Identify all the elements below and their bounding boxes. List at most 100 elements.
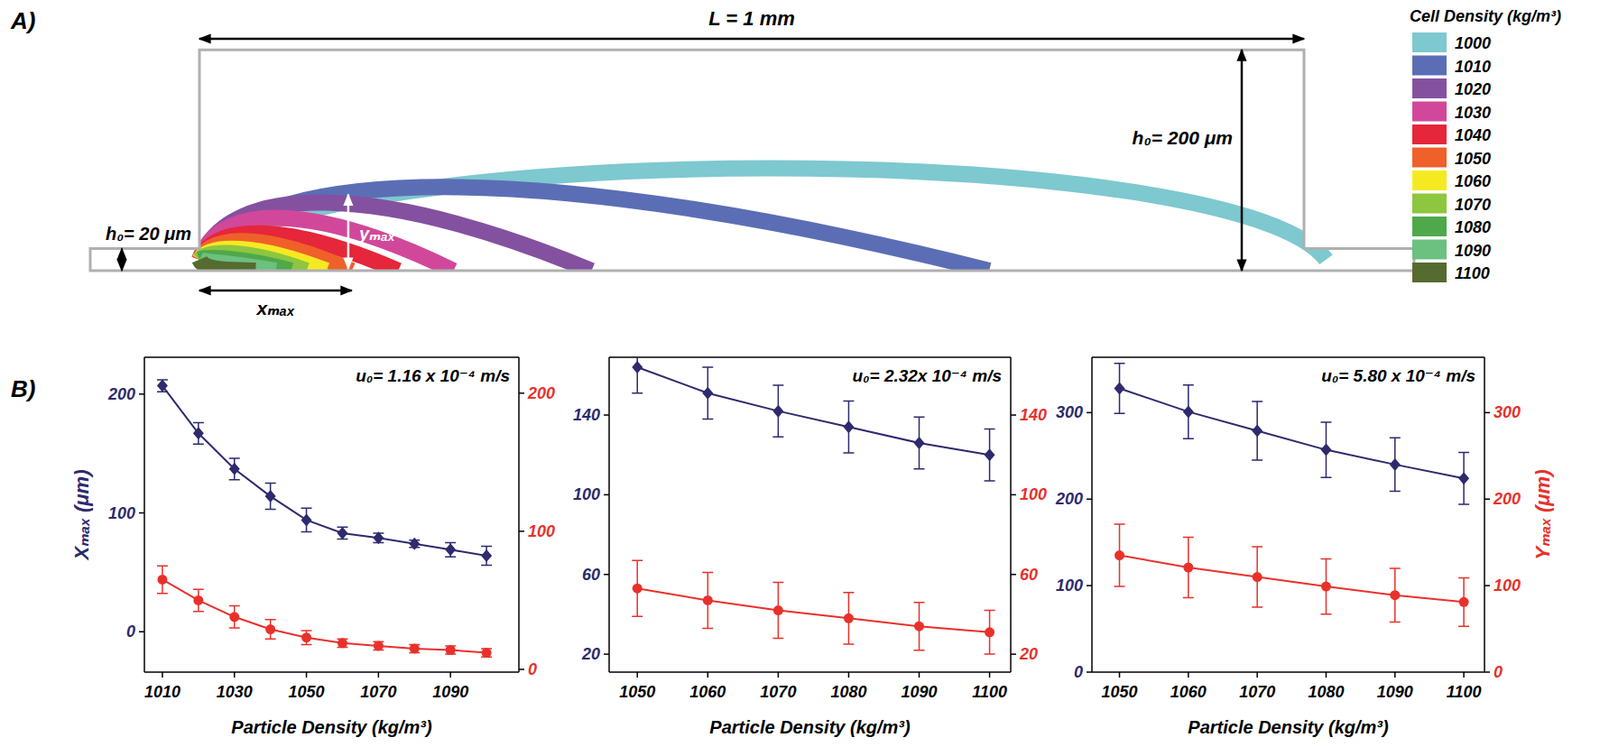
data-point bbox=[914, 436, 925, 450]
trajectory bbox=[199, 218, 454, 271]
x-axis bbox=[1091, 671, 1485, 674]
error-bar bbox=[480, 545, 492, 565]
y2-tick bbox=[1010, 494, 1017, 497]
trajectory bbox=[199, 252, 307, 271]
x-tick-label: 1050 bbox=[288, 683, 325, 702]
chart: 1050106010701080109011002060100140206010… bbox=[573, 341, 1047, 738]
y-tick bbox=[138, 393, 145, 396]
x-tick bbox=[636, 672, 639, 678]
error-bar bbox=[984, 429, 996, 481]
y2-tick bbox=[1010, 653, 1017, 656]
chart-title: u₀= 1.16 x 10⁻⁴ m/s bbox=[355, 366, 510, 386]
x-tick bbox=[918, 672, 921, 678]
legend-swatch bbox=[1412, 32, 1447, 53]
y2-tick bbox=[1484, 412, 1490, 415]
figure: A)B)L = 1 mmh₀= 200 μmh₀= 20 μmxₘₐₓyₘₐₓC… bbox=[0, 0, 1600, 747]
data-point bbox=[480, 549, 492, 563]
error-bar bbox=[842, 401, 854, 454]
error-bar bbox=[1183, 385, 1194, 439]
trajectory bbox=[199, 202, 592, 271]
y-tick bbox=[1086, 498, 1092, 500]
error-bar bbox=[157, 379, 168, 392]
trajectory bbox=[199, 259, 276, 271]
y-axis bbox=[143, 357, 146, 673]
y-tick bbox=[603, 494, 610, 497]
legend-label: 1050 bbox=[1454, 149, 1491, 168]
x-tick bbox=[378, 672, 380, 678]
y-tick bbox=[138, 630, 145, 633]
legend-swatch bbox=[1412, 216, 1447, 237]
data-point bbox=[914, 621, 925, 632]
panel-label: B) bbox=[10, 375, 36, 403]
data-point bbox=[702, 595, 713, 606]
data-point bbox=[1321, 582, 1332, 592]
x-tick bbox=[848, 672, 851, 678]
x-tick bbox=[1394, 672, 1397, 678]
chart: 1010103010501070109001002000100200Partic… bbox=[70, 357, 555, 738]
xmax-arrow bbox=[199, 289, 352, 293]
error-bar bbox=[1458, 577, 1470, 627]
error-bar bbox=[984, 610, 996, 656]
x-tick bbox=[1256, 672, 1258, 678]
legend-swatch bbox=[1412, 262, 1447, 283]
legend-label: 1000 bbox=[1454, 34, 1491, 53]
x-tick-label: 1100 bbox=[971, 683, 1008, 702]
error-bar bbox=[157, 565, 168, 594]
data-point bbox=[444, 543, 456, 556]
error-bar bbox=[772, 582, 784, 639]
y2-tick bbox=[1010, 414, 1017, 417]
data-point bbox=[301, 632, 312, 643]
x-tick bbox=[1187, 672, 1190, 678]
legend-swatch bbox=[1412, 101, 1447, 122]
legend-title: Cell Density (kg/m³) bbox=[1409, 7, 1562, 26]
y-tick-label: 300 bbox=[1055, 403, 1083, 422]
title-background bbox=[849, 362, 1005, 387]
error-bar bbox=[444, 542, 456, 557]
x-axis-title: Particle Density (kg/m³) bbox=[709, 717, 911, 738]
x-tick-label: 1080 bbox=[830, 683, 867, 702]
y2-tick bbox=[518, 392, 525, 395]
error-bar bbox=[842, 592, 854, 645]
y-tick bbox=[603, 573, 610, 576]
error-bar bbox=[1320, 422, 1332, 478]
trajectory bbox=[199, 258, 292, 271]
data-point bbox=[984, 448, 996, 462]
error-bar bbox=[372, 641, 384, 650]
y2-tick-label: 300 bbox=[1493, 403, 1521, 422]
data-point bbox=[229, 611, 240, 622]
y-axis bbox=[608, 357, 611, 673]
data-point bbox=[372, 531, 384, 545]
error-bar bbox=[336, 638, 348, 648]
data-point bbox=[1389, 458, 1401, 472]
channel-wall bbox=[90, 49, 1415, 271]
x-tick-label: 1060 bbox=[689, 683, 726, 702]
chamber-height-label: h₀= 200 μm bbox=[1132, 127, 1233, 148]
chart-title: u₀= 2.32x 10⁻⁴ m/s bbox=[851, 366, 1002, 386]
trajectory bbox=[199, 240, 352, 271]
y-tick-label: 200 bbox=[107, 385, 136, 404]
legend-label: 1060 bbox=[1454, 172, 1491, 191]
x-tick-label: 1070 bbox=[1239, 683, 1276, 702]
y2-tick bbox=[518, 530, 525, 533]
y-tick bbox=[603, 653, 610, 656]
title-background bbox=[1318, 362, 1479, 387]
error-bar bbox=[631, 560, 643, 617]
error-bar bbox=[193, 422, 204, 444]
data-point bbox=[481, 647, 492, 658]
error-bar bbox=[1251, 546, 1263, 608]
y2-tick-label: 60 bbox=[1019, 565, 1038, 584]
error-bar bbox=[444, 646, 456, 655]
legend-swatch bbox=[1412, 78, 1447, 99]
legend-label: 1010 bbox=[1454, 57, 1491, 76]
error-bar bbox=[1114, 524, 1126, 587]
error-bar bbox=[193, 589, 204, 611]
y2-tick bbox=[1484, 584, 1490, 587]
frame-top bbox=[609, 356, 1011, 359]
y2-tick-label: 100 bbox=[1493, 576, 1521, 595]
y2-tick-label: 0 bbox=[527, 660, 537, 679]
error-bar bbox=[265, 619, 277, 639]
series-line bbox=[637, 588, 990, 633]
data-point bbox=[1459, 597, 1470, 608]
error-bar bbox=[702, 367, 713, 419]
data-point bbox=[337, 638, 348, 648]
